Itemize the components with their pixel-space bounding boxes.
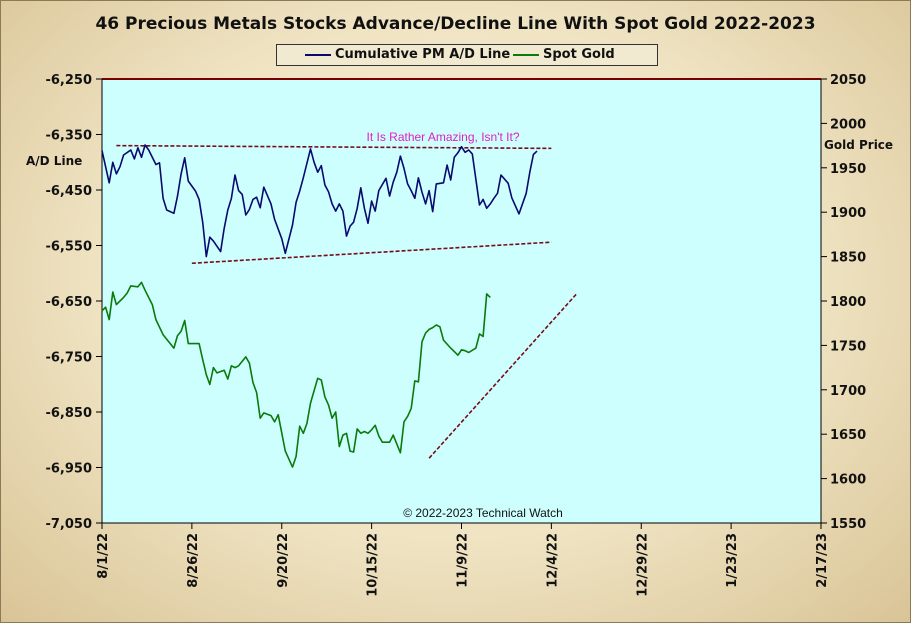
trendline	[428, 293, 578, 459]
x-axis-tick-label: 12/29/22	[635, 533, 650, 597]
legend-item-ad-line: Cumulative PM A/D Line	[305, 47, 510, 62]
trendline	[191, 241, 552, 265]
ad-line-series	[101, 144, 538, 258]
chart-title: 46 Precious Metals Stocks Advance/Declin…	[95, 14, 816, 34]
right-axis-tick-label: 2050	[830, 73, 866, 88]
x-axis-tick-label: 2/17/23	[815, 533, 830, 588]
plot-area	[102, 79, 821, 523]
right-axis-tick-label: 1700	[830, 384, 866, 399]
right-axis-tick-label: 1950	[830, 162, 866, 177]
right-axis-tick-label: 2000	[830, 117, 866, 132]
x-axis-tick-label: 10/15/22	[366, 533, 381, 597]
legend-label-ad-line: Cumulative PM A/D Line	[335, 47, 511, 62]
right-axis-tick-label: 1800	[830, 295, 866, 310]
x-axis-tick-label: 1/23/23	[725, 533, 740, 588]
x-axis-tick-label: 12/4/22	[545, 533, 560, 588]
x-axis-tick-label: 8/26/22	[186, 533, 201, 588]
trendlines	[116, 144, 578, 459]
annotation-text: It Is Rather Amazing, Isn't It?	[366, 130, 519, 144]
trendline	[116, 144, 552, 150]
tick-layer: -6,250 -6,350 -6,450 -6,550 -6,650 -6,750 -6,8…	[45, 73, 866, 597]
spot-gold-series	[101, 281, 491, 468]
legend-swatch-gold	[513, 53, 539, 56]
left-axis-tick-label: -6,650	[45, 295, 92, 310]
left-axis-tick-label: -6,450	[45, 184, 92, 199]
right-axis-tick-label: 1550	[830, 517, 866, 532]
series-layer	[101, 144, 538, 468]
left-axis-tick-label: -6,850	[45, 406, 92, 421]
copyright-text: © 2022-2023 Technical Watch	[403, 506, 563, 520]
left-axis-tick-label: -6,550	[45, 240, 92, 255]
right-axis-tick-label: 1600	[830, 473, 866, 488]
left-axis-tick-label: -6,750	[45, 351, 92, 366]
right-axis-tick-label: 1750	[830, 339, 866, 354]
legend-swatch-ad-line	[305, 53, 331, 56]
legend-item-gold: Spot Gold	[513, 47, 615, 62]
x-axis-tick-label: 9/20/22	[276, 533, 291, 588]
left-axis-tick-label: -6,350	[45, 129, 92, 144]
legend: Cumulative PM A/D Line Spot Gold	[276, 44, 658, 66]
x-axis-tick-label: 8/1/22	[96, 533, 111, 579]
right-axis-label: Gold Price	[824, 138, 893, 152]
legend-label-gold: Spot Gold	[543, 47, 615, 62]
right-axis-tick-label: 1900	[830, 206, 866, 221]
x-axis-tick-label: 11/9/22	[456, 533, 471, 588]
left-axis-tick-label: -7,050	[45, 517, 92, 532]
left-axis-label: A/D Line	[26, 154, 82, 168]
right-axis-tick-label: 1850	[830, 251, 866, 266]
left-axis-tick-label: -6,950	[45, 462, 92, 477]
left-axis-tick-label: -6,250	[45, 73, 92, 88]
right-axis-tick-label: 1650	[830, 428, 866, 443]
